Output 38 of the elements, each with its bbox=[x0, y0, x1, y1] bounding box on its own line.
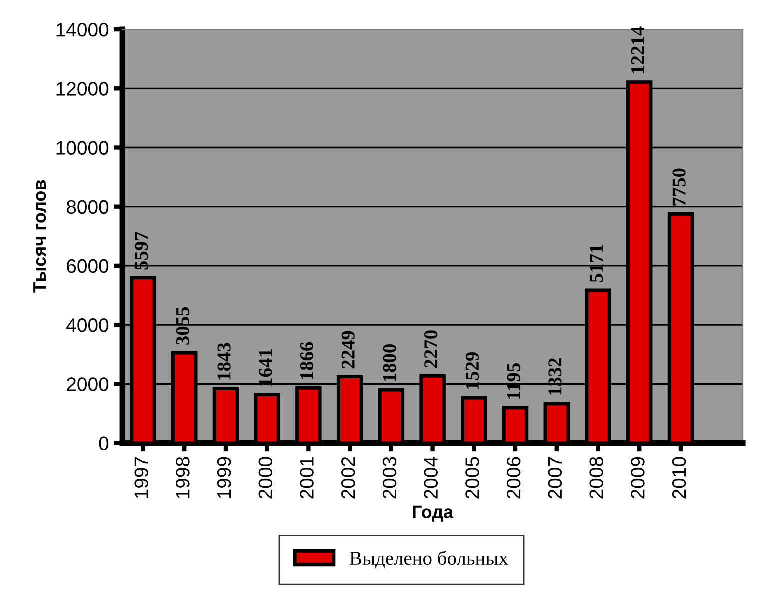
y-tick-label: 8000 bbox=[66, 200, 109, 214]
x-tick-label: 2003 bbox=[382, 457, 397, 499]
x-axis-title: Года bbox=[413, 506, 454, 522]
legend-label: Выделено больных bbox=[350, 550, 508, 569]
x-tick-label: 2009 bbox=[631, 457, 645, 499]
x-tick-label: 1997 bbox=[134, 457, 148, 498]
x-tick-label: 2001 bbox=[300, 457, 314, 499]
x-tick-label: 1998 bbox=[176, 457, 190, 498]
y-tick-label: 6000 bbox=[67, 259, 109, 274]
x-tick-label: 2005 bbox=[466, 457, 480, 499]
x-tick-label: 2004 bbox=[424, 457, 438, 499]
y-axis-title: Тысяч голов bbox=[34, 180, 46, 293]
data-label: 5597 bbox=[135, 232, 148, 270]
y-tick-label: 2000 bbox=[67, 378, 109, 392]
y-tick-label: 10000 bbox=[56, 141, 109, 155]
data-label: 5171 bbox=[590, 245, 604, 282]
y-tick-label: 4000 bbox=[66, 318, 109, 332]
data-label: 2249 bbox=[342, 331, 355, 369]
data-label: 1332 bbox=[548, 358, 562, 395]
data-label: 1641 bbox=[259, 349, 272, 386]
x-tick-label: 2008 bbox=[590, 457, 604, 499]
y-tick-label: 14000 bbox=[56, 23, 109, 37]
data-label: 7750 bbox=[672, 168, 686, 206]
data-label: 1843 bbox=[218, 343, 231, 380]
y-tick-label: 12000 bbox=[56, 82, 109, 96]
x-tick-label: 2010 bbox=[672, 457, 686, 499]
y-tick-label: 0 bbox=[99, 436, 109, 450]
x-tick-label: 2002 bbox=[342, 457, 356, 499]
x-tick-label: 1999 bbox=[217, 457, 232, 498]
data-label: 12214 bbox=[631, 26, 644, 74]
data-label: 1866 bbox=[300, 342, 314, 380]
data-label: 1800 bbox=[383, 344, 396, 382]
x-tick-label: 2007 bbox=[548, 457, 562, 499]
data-label: 1195 bbox=[507, 363, 520, 399]
data-label: 3055 bbox=[176, 307, 190, 345]
data-label: 2270 bbox=[424, 330, 438, 368]
x-tick-label: 2006 bbox=[506, 457, 521, 499]
x-tick-label: 2000 bbox=[258, 457, 273, 499]
